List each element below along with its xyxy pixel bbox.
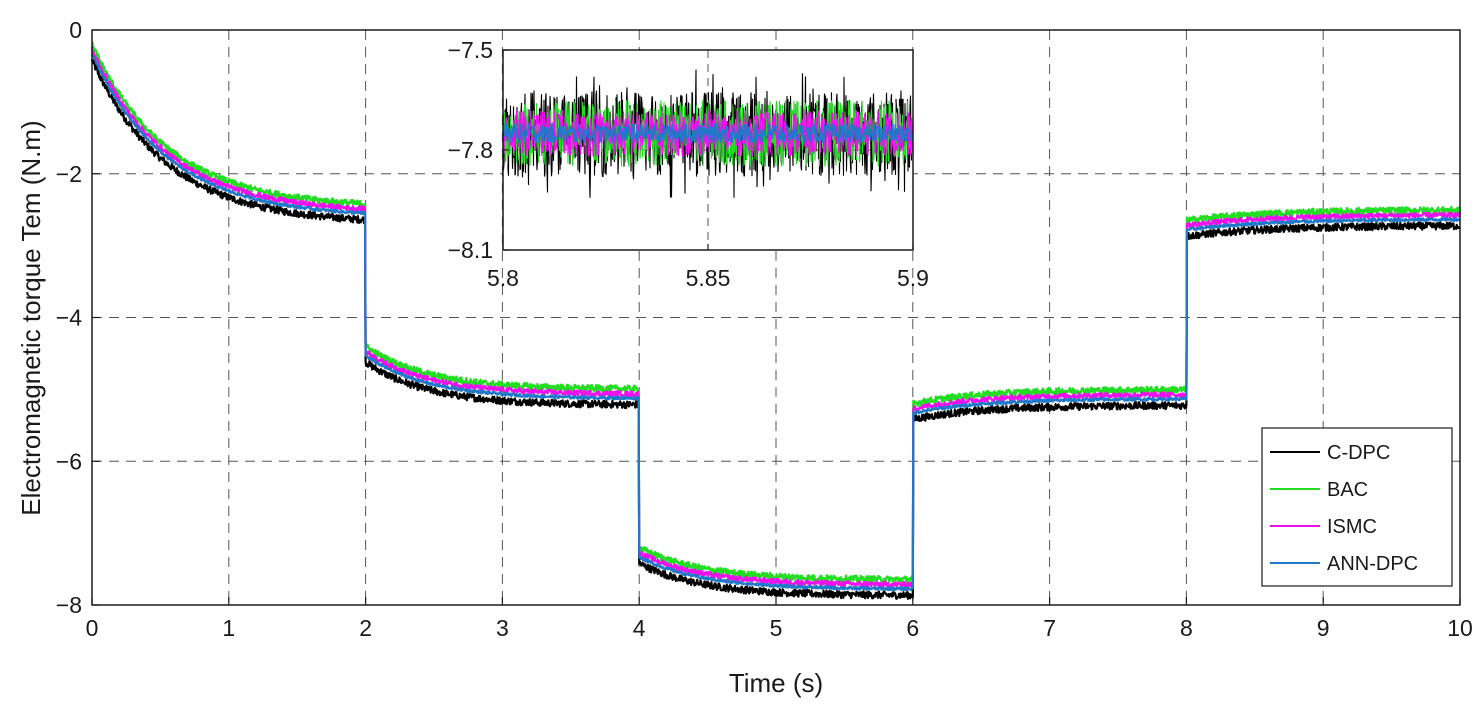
main-x-tick-label: 3 — [496, 615, 509, 641]
main-y-tick-label: −4 — [56, 305, 82, 331]
main-x-tick-label: 4 — [633, 615, 646, 641]
main-x-ticks: 0 1 2 3 4 5 6 7 8 9 10 — [86, 597, 1473, 641]
inset-y-tick-label: −7.5 — [448, 37, 493, 63]
x-axis-label: Time (s) — [729, 668, 823, 698]
main-y-tick-label: −6 — [56, 448, 82, 474]
series-line-ann-dpc — [90, 53, 1462, 592]
main-x-tick-label: 1 — [222, 615, 235, 641]
main-x-tick-label: 7 — [1043, 615, 1056, 641]
legend-label-bac: BAC — [1327, 479, 1368, 501]
main-x-tick-label: 10 — [1447, 615, 1473, 641]
inset-x-ticks: 5.8 5.85 5.9 — [487, 244, 929, 291]
main-x-tick-label: 8 — [1180, 615, 1193, 641]
legend-label-c-dpc: C-DPC — [1327, 442, 1390, 464]
inset-series-bands — [502, 69, 914, 198]
inset-x-tick-label: 5.8 — [487, 265, 519, 291]
legend-items: C-DPC BAC ISMC ANN-DPC — [1270, 442, 1418, 575]
inset-band-ann-dpc — [502, 121, 914, 145]
main-x-tick-label: 9 — [1317, 615, 1330, 641]
legend: C-DPC BAC ISMC ANN-DPC — [1261, 427, 1453, 587]
main-x-tick-label: 2 — [359, 615, 372, 641]
main-y-tick-label: −8 — [56, 592, 82, 618]
y-axis-label: Electromagnetic torque Tem (N.m) — [16, 120, 46, 515]
inset-y-tick-label: −8.1 — [448, 237, 493, 263]
inset-x-tick-label: 5.9 — [897, 265, 929, 291]
inset-zoom-chart: 5.8 5.85 5.9 −7.5 −7.8 −8.1 — [448, 37, 929, 291]
main-y-tick-label: −2 — [56, 161, 82, 187]
main-x-tick-label: 5 — [770, 615, 783, 641]
main-x-tick-label: 6 — [906, 615, 919, 641]
series-line-ismc — [90, 46, 1462, 588]
legend-label-ismc: ISMC — [1327, 516, 1377, 538]
main-y-tick-label: 0 — [69, 17, 82, 43]
inset-y-ticks: −7.5 −7.8 −8.1 — [448, 37, 509, 263]
main-y-ticks: 0 −2 −4 −6 −8 — [56, 17, 100, 618]
series-line-c-dpc — [90, 58, 1462, 600]
main-series-lines — [90, 41, 1462, 600]
inset-x-tick-label: 5.85 — [686, 265, 731, 291]
legend-label-ann-dpc: ANN-DPC — [1327, 553, 1418, 575]
legend-box — [1261, 427, 1453, 587]
main-x-tick-label: 0 — [86, 615, 99, 641]
series-line-bac — [91, 41, 1462, 584]
inset-y-tick-label: −7.8 — [448, 137, 493, 163]
